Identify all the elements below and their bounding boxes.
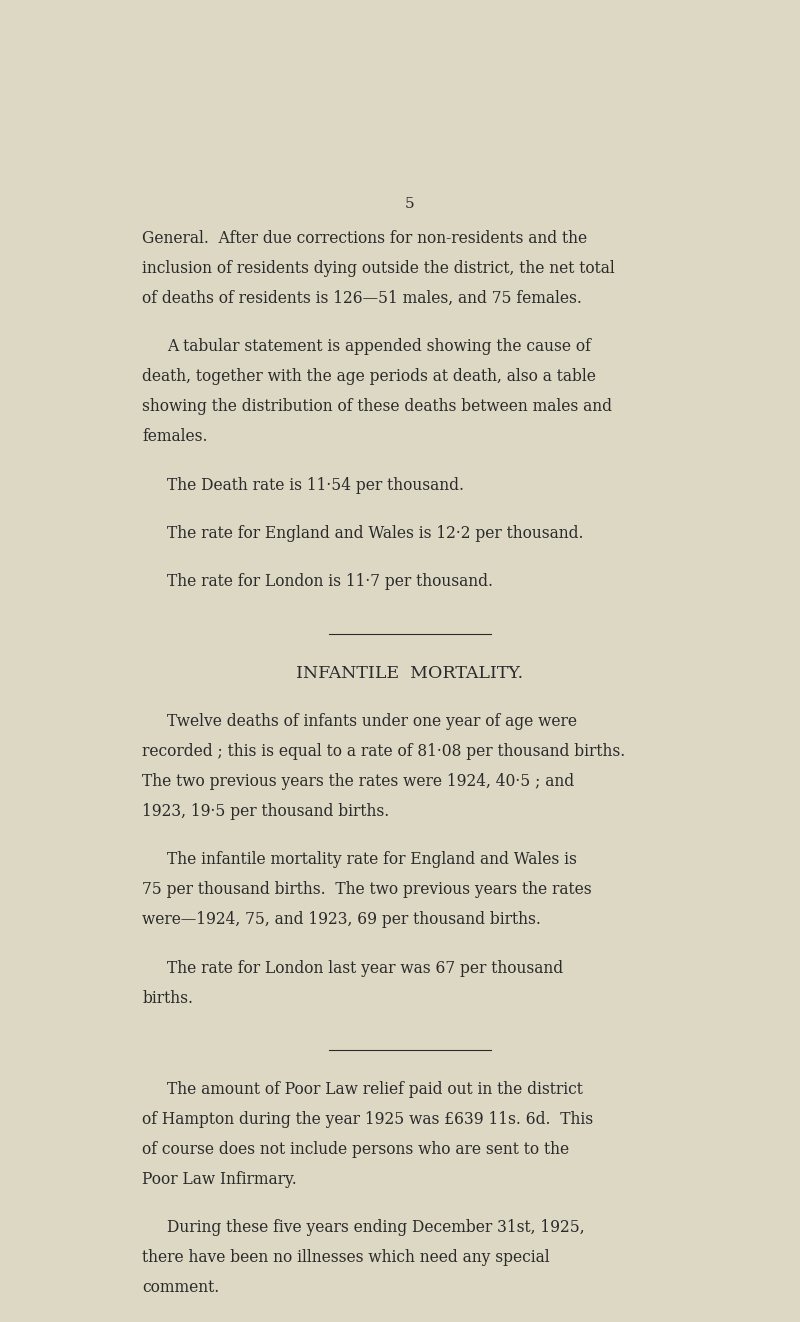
- Text: INFANTILE  MORTALITY.: INFANTILE MORTALITY.: [297, 665, 523, 682]
- Text: there have been no illnesses which need any special: there have been no illnesses which need …: [142, 1249, 550, 1266]
- Text: General.  After due corrections for non-residents and the: General. After due corrections for non-r…: [142, 230, 587, 247]
- Text: of deaths of residents is 126—51 males, and 75 females.: of deaths of residents is 126—51 males, …: [142, 290, 582, 307]
- Text: The amount of Poor Law relief paid out in the district: The amount of Poor Law relief paid out i…: [167, 1081, 583, 1097]
- Text: 75 per thousand births.  The two previous years the rates: 75 per thousand births. The two previous…: [142, 882, 592, 899]
- Text: of course does not include persons who are sent to the: of course does not include persons who a…: [142, 1141, 570, 1158]
- Text: The rate for England and Wales is 12·2 per thousand.: The rate for England and Wales is 12·2 p…: [167, 525, 583, 542]
- Text: The rate for London is 11·7 per thousand.: The rate for London is 11·7 per thousand…: [167, 574, 493, 591]
- Text: births.: births.: [142, 990, 193, 1007]
- Text: A tabular statement is appended showing the cause of: A tabular statement is appended showing …: [167, 338, 591, 356]
- Text: Twelve deaths of infants under one year of age were: Twelve deaths of infants under one year …: [167, 713, 577, 730]
- Text: The Death rate is 11·54 per thousand.: The Death rate is 11·54 per thousand.: [167, 477, 464, 493]
- Text: 1923, 19·5 per thousand births.: 1923, 19·5 per thousand births.: [142, 802, 390, 820]
- Text: The two previous years the rates were 1924, 40·5 ; and: The two previous years the rates were 19…: [142, 773, 574, 791]
- Text: death, together with the age periods at death, also a table: death, together with the age periods at …: [142, 369, 596, 385]
- Text: recorded ; this is equal to a rate of 81·08 per thousand births.: recorded ; this is equal to a rate of 81…: [142, 743, 626, 760]
- Text: 5: 5: [405, 197, 415, 212]
- Text: comment.: comment.: [142, 1280, 219, 1297]
- Text: The rate for London last year was 67 per thousand: The rate for London last year was 67 per…: [167, 960, 563, 977]
- Text: The infantile mortality rate for England and Wales is: The infantile mortality rate for England…: [167, 851, 577, 869]
- Text: of Hampton during the year 1925 was £639 11s. 6d.  This: of Hampton during the year 1925 was £639…: [142, 1110, 594, 1128]
- Text: were—1924, 75, and 1923, 69 per thousand births.: were—1924, 75, and 1923, 69 per thousand…: [142, 911, 541, 928]
- Text: Poor Law Infirmary.: Poor Law Infirmary.: [142, 1171, 297, 1188]
- Text: During these five years ending December 31st, 1925,: During these five years ending December …: [167, 1219, 585, 1236]
- Text: females.: females.: [142, 428, 208, 446]
- Text: showing the distribution of these deaths between males and: showing the distribution of these deaths…: [142, 398, 612, 415]
- Text: inclusion of residents dying outside the district, the net total: inclusion of residents dying outside the…: [142, 260, 615, 276]
